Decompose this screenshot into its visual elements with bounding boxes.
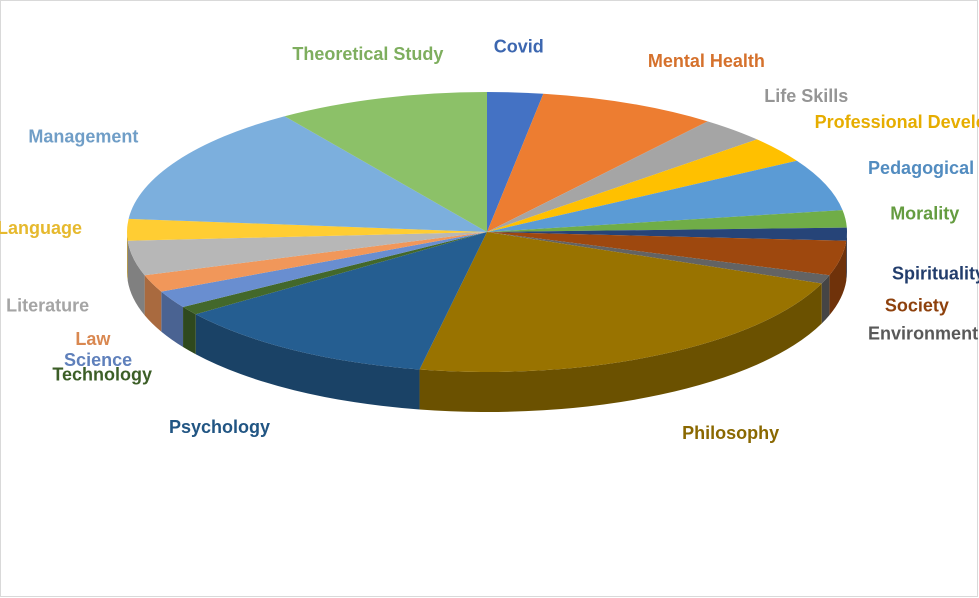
- slice-label: Management: [28, 127, 138, 147]
- pie-side: [127, 240, 145, 316]
- pie-side: [127, 232, 128, 281]
- pie-side: [195, 314, 420, 410]
- slice-label: Environment: [868, 323, 978, 343]
- pie-slice: [487, 93, 708, 232]
- slice-label: Pedagogical Practices: [868, 158, 979, 178]
- pie-slice: [487, 160, 843, 232]
- pie-slice: [128, 116, 487, 232]
- pie-slice: [127, 232, 487, 276]
- slice-label: Psychology: [169, 417, 270, 437]
- slice-label: Mental Health: [648, 51, 765, 71]
- pie-slice: [487, 232, 847, 276]
- slice-label: Theoretical Study: [292, 44, 443, 64]
- slice-label: Life Skills: [764, 86, 848, 106]
- pie-slice: [195, 232, 487, 370]
- pie-slice: [127, 218, 488, 241]
- slice-label: Professional Development: [815, 112, 979, 132]
- slice-label: Society: [885, 295, 949, 315]
- pie-side: [829, 240, 847, 316]
- slice-label: Covid: [494, 36, 544, 56]
- pie-slice: [487, 227, 847, 241]
- pie-slice: [487, 121, 758, 232]
- pie-slice: [487, 139, 797, 232]
- slice-label: Law: [75, 329, 111, 349]
- pie-slice: [161, 232, 487, 308]
- slice-label: Language: [0, 218, 82, 238]
- pie-side: [846, 232, 847, 281]
- pie-slice: [487, 92, 544, 232]
- pie-slice: [487, 210, 847, 232]
- pie-slice: [183, 232, 488, 315]
- slice-label: Spirituality: [892, 264, 979, 284]
- pie-slice: [284, 92, 487, 232]
- pie-slice: [419, 232, 822, 372]
- pie-slice: [144, 232, 487, 292]
- slice-label: Literature: [6, 295, 89, 315]
- slice-label: Technology: [52, 365, 152, 385]
- pie-side: [821, 275, 830, 324]
- pie-slice: [487, 232, 830, 284]
- pie-side: [419, 283, 822, 412]
- slice-label: Philosophy: [682, 423, 779, 443]
- slice-label: Morality: [890, 203, 959, 223]
- pie-side: [183, 307, 196, 355]
- pie-side: [161, 291, 184, 348]
- pie-side: [144, 275, 162, 332]
- slice-label: Science: [64, 350, 132, 370]
